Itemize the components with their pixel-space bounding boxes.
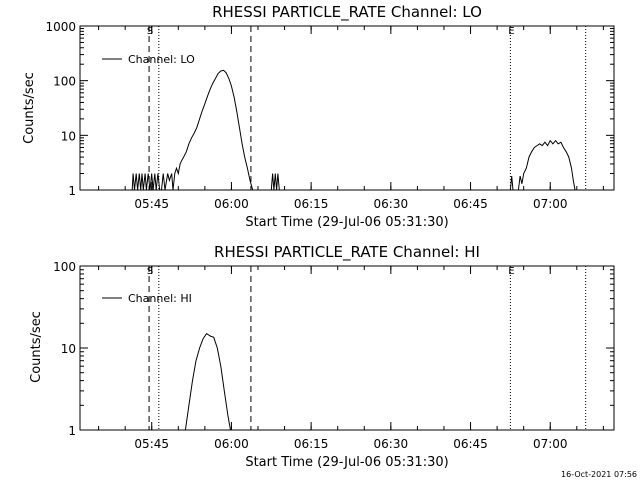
chart-panel-lo: RHESSI PARTICLE_RATE Channel: LO Start T… (22, 3, 615, 230)
chart-panel-hi: RHESSI PARTICLE_RATE Channel: HI Start T… (29, 243, 615, 470)
legend-label-lo: Channel: LO (128, 53, 195, 66)
y-tick-label-lo: 1000 (45, 20, 76, 34)
series-line-lo (270, 173, 280, 191)
plot-frame-hi (79, 265, 615, 431)
x-tick-label-lo: 06:45 (453, 197, 488, 211)
chart-title-hi: RHESSI PARTICLE_RATE Channel: HI (214, 243, 480, 262)
x-tick-label-lo: 05:45 (134, 197, 169, 211)
series-hi (184, 332, 231, 431)
timestamp: 16-Oct-2021 07:56 (561, 470, 637, 479)
x-tick-label-hi: 07:00 (533, 437, 568, 451)
x-tick-label-hi: 06:15 (294, 437, 329, 451)
y-axis-label-lo: Counts/sec (22, 72, 37, 144)
y-tick-label-hi: 100 (53, 260, 76, 274)
time-marker-label-hi: S (147, 266, 153, 277)
time-marker-label-hi: E (508, 266, 514, 277)
time-marker-label-lo: S (147, 26, 153, 37)
y-axis-label-hi: Counts/sec (29, 311, 44, 383)
x-tick-label-lo: 06:30 (374, 197, 409, 211)
x-axis-label-lo: Start Time (29-Jul-06 05:31:30) (245, 215, 448, 230)
x-tick-label-lo: 07:00 (533, 197, 568, 211)
x-tick-label-hi: 06:00 (214, 437, 249, 451)
axis-ticks-hi: 05:45 06:00 06:15 06:30 06:45 07:00 1 10 100 (53, 260, 614, 451)
y-tick-label-lo: 1 (68, 184, 76, 198)
series-line-lo (509, 139, 576, 191)
axis-ticks-lo: 05:45 06:00 06:15 06:30 06:45 07:00 1 10 100 1000 (45, 20, 614, 211)
series-lo (131, 69, 576, 191)
time-marker-label-lo: E (508, 26, 514, 37)
x-tick-label-lo: 06:00 (214, 197, 249, 211)
legend-label-hi: Channel: HI (128, 292, 192, 305)
x-tick-label-hi: 06:45 (453, 437, 488, 451)
legend-hi: Channel: HI (102, 292, 192, 305)
y-tick-label-lo: 10 (61, 129, 76, 143)
x-tick-label-hi: 05:45 (134, 437, 169, 451)
y-tick-label-lo: 100 (53, 75, 76, 89)
y-tick-label-hi: 1 (68, 424, 76, 438)
series-line-lo (131, 69, 254, 191)
y-tick-label-hi: 10 (61, 342, 76, 356)
plot-frame-lo (79, 25, 615, 191)
series-line-hi (184, 332, 231, 431)
x-axis-label-hi: Start Time (29-Jul-06 05:31:30) (245, 455, 448, 470)
legend-lo: Channel: LO (102, 53, 195, 66)
x-tick-label-lo: 06:15 (294, 197, 329, 211)
x-tick-label-hi: 06:30 (374, 437, 409, 451)
chart-title-lo: RHESSI PARTICLE_RATE Channel: LO (212, 3, 482, 22)
